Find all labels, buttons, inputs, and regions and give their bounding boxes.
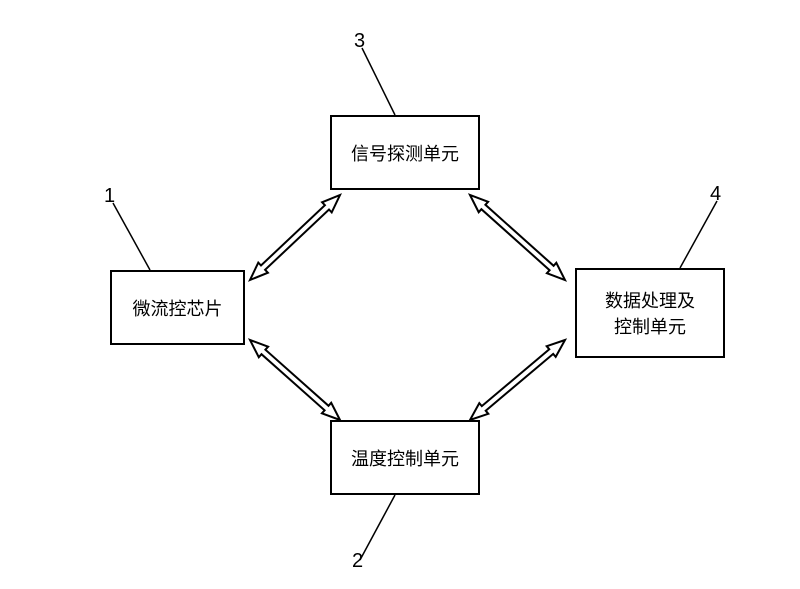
double-arrow-3 xyxy=(250,340,340,420)
double-arrow-1 xyxy=(470,195,565,280)
diagram-canvas: 信号探测单元 微流控芯片 温度控制单元 数据处理及 控制单元 3 1 2 4 xyxy=(0,0,800,589)
double-arrow-2 xyxy=(470,340,565,420)
arrows-svg xyxy=(0,0,800,589)
double-arrow-0 xyxy=(250,195,340,280)
